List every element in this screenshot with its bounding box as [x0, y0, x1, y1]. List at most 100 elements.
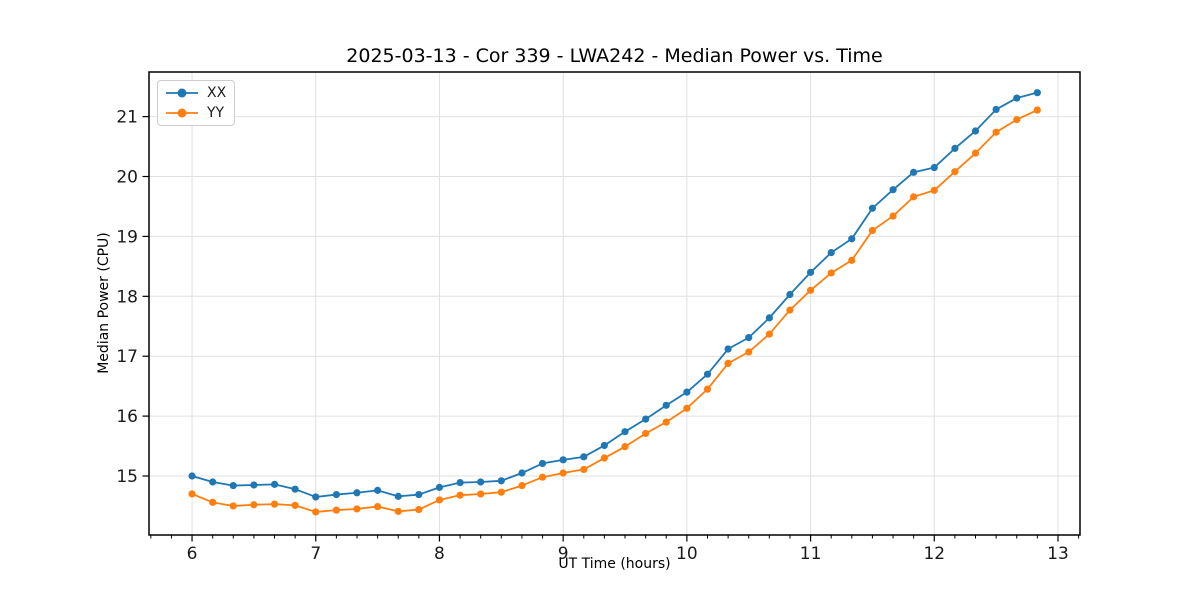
x-axis-label: UT Time (hours)	[558, 556, 671, 572]
data-point	[683, 388, 691, 396]
series-line	[191, 91, 1038, 498]
data-point	[745, 348, 753, 356]
data-point	[889, 186, 897, 194]
data-point	[188, 472, 196, 480]
data-point	[786, 290, 794, 299]
y-tick-label: 21	[116, 108, 138, 128]
data-point	[951, 168, 959, 176]
data-point	[332, 506, 341, 514]
data-point	[209, 478, 217, 486]
data-point	[642, 429, 650, 438]
x-tick-label: 13	[1047, 544, 1069, 564]
data-point	[868, 204, 877, 212]
data-point	[291, 501, 299, 509]
data-point	[270, 500, 279, 508]
data-point	[724, 345, 732, 353]
data-point	[497, 488, 505, 496]
data-point	[394, 507, 402, 515]
data-point	[1033, 89, 1041, 97]
x-tick-label: 11	[800, 544, 822, 564]
legend-label-xx: XX	[207, 84, 227, 101]
data-point	[1013, 116, 1021, 124]
data-point	[497, 477, 505, 485]
data-point	[621, 443, 629, 451]
x-tick-label: 9	[558, 544, 569, 564]
chart-title: 2025-03-13 - Cor 339 - LWA242 - Median P…	[346, 45, 883, 67]
data-point	[600, 441, 608, 450]
data-point	[229, 502, 237, 510]
data-point	[229, 481, 237, 490]
data-point	[415, 505, 423, 514]
data-point	[1013, 94, 1021, 102]
data-point	[580, 453, 588, 461]
y-tick-label: 18	[116, 287, 138, 307]
legend-item-yy: YY	[164, 104, 234, 122]
data-point	[477, 478, 485, 486]
data-point	[374, 486, 382, 494]
data-point	[765, 314, 773, 322]
x-tick-label: 12	[923, 544, 945, 564]
data-point	[353, 505, 361, 513]
legend-item-xx: XX	[164, 84, 234, 102]
data-point	[415, 490, 423, 499]
x-minor-ticks	[150, 535, 1080, 539]
data-point	[662, 401, 670, 409]
data-point	[683, 404, 691, 412]
data-point	[312, 508, 320, 516]
data-point	[786, 306, 794, 314]
data-point	[765, 330, 773, 338]
data-point	[910, 193, 918, 201]
data-point	[951, 144, 959, 152]
data-point	[270, 480, 279, 488]
data-point	[910, 168, 918, 176]
data-point	[209, 498, 217, 506]
data-point	[971, 149, 980, 157]
data-point	[435, 496, 444, 504]
data-point	[250, 481, 258, 489]
data-point	[312, 493, 320, 501]
data-point	[394, 492, 402, 500]
data-point	[992, 128, 1000, 136]
data-point	[806, 268, 815, 276]
data-point	[600, 454, 608, 462]
x-tick-label: 8	[434, 544, 445, 564]
data-point	[374, 502, 382, 511]
data-point	[848, 256, 856, 264]
data-point	[538, 473, 547, 481]
data-point	[559, 469, 567, 477]
data-point	[724, 359, 732, 367]
data-point	[1033, 106, 1041, 114]
data-point	[827, 269, 835, 277]
data-point	[538, 459, 547, 468]
y-tick-label: 17	[116, 347, 138, 367]
data-point	[806, 286, 815, 294]
series-line	[191, 109, 1038, 513]
series-xx	[188, 89, 1041, 501]
x-tick-label: 10	[676, 544, 698, 564]
data-point	[332, 490, 341, 499]
data-point	[291, 485, 299, 493]
data-point	[827, 248, 835, 257]
data-point	[642, 415, 650, 423]
data-point	[477, 490, 485, 498]
y-ticks: 15 16 17 18 19 20 21	[116, 108, 149, 487]
data-point	[703, 370, 712, 378]
data-point	[971, 127, 980, 135]
x-ticks: 6 7 8 9 10 11 12 13	[187, 535, 1069, 564]
data-point	[435, 483, 444, 491]
data-point	[703, 385, 712, 393]
data-point	[848, 235, 856, 243]
data-point	[868, 226, 877, 235]
y-tick-label: 15	[116, 467, 138, 487]
data-point	[250, 501, 258, 509]
grid-lines	[149, 72, 1080, 535]
data-point	[580, 465, 588, 474]
y-tick-label: 20	[116, 168, 138, 188]
plot-border	[148, 71, 1081, 536]
data-point	[518, 469, 526, 477]
x-tick-label: 6	[187, 544, 198, 564]
x-tick-label: 7	[310, 544, 321, 564]
data-point	[518, 481, 526, 490]
data-point	[745, 334, 753, 342]
